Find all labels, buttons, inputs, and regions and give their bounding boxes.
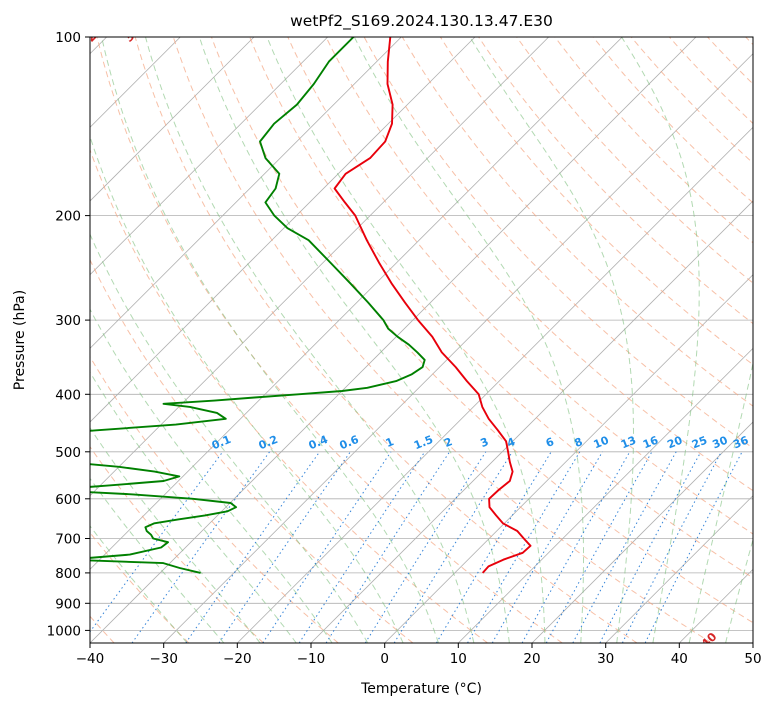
x-tick-label: 10 xyxy=(450,651,467,667)
x-axis-label: Temperature (°C) xyxy=(360,681,482,697)
x-tick-label: 0 xyxy=(380,651,389,667)
chart-title: wetPf2_S169.2024.130.13.47.E30 xyxy=(290,12,553,31)
x-tick-label: −10 xyxy=(297,651,326,667)
x-tick-label: −40 xyxy=(76,651,105,667)
y-tick-label: 200 xyxy=(55,209,81,225)
y-tick-label: 100 xyxy=(55,30,81,46)
y-tick-label: 800 xyxy=(55,566,81,582)
x-tick-label: 50 xyxy=(744,651,761,667)
x-tick-label: −30 xyxy=(149,651,178,667)
y-tick-label: 1000 xyxy=(47,623,81,639)
y-axis-label: Pressure (hPa) xyxy=(12,290,28,390)
x-tick-label: 40 xyxy=(671,651,688,667)
x-tick-label: −20 xyxy=(223,651,252,667)
y-tick-label: 300 xyxy=(55,313,81,329)
y-tick-label: 600 xyxy=(55,492,81,508)
y-tick-label: 700 xyxy=(55,532,81,548)
y-tick-label: 900 xyxy=(55,596,81,612)
y-tick-label: 400 xyxy=(55,387,81,403)
x-tick-label: 20 xyxy=(523,651,540,667)
y-tick-label: 500 xyxy=(55,445,81,461)
x-tick-label: 30 xyxy=(597,651,614,667)
